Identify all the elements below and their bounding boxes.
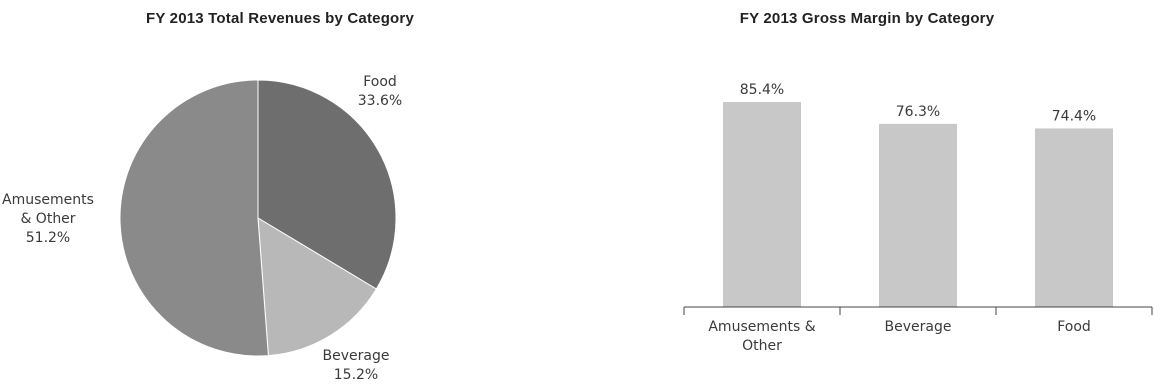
bar-chart-title: FY 2013 Gross Margin by Category xyxy=(739,10,995,27)
bar-value-label: 74.4% xyxy=(1052,108,1096,124)
pie-label-beverage: Beverage 15.2% xyxy=(323,348,390,383)
bar-food xyxy=(1035,128,1113,307)
pie-slice-food xyxy=(257,79,397,290)
revenue-pie-chart: Food 33.6% Beverage 15.2% Amusements & Other 5… xyxy=(2,74,402,383)
revenue-pie-panel: FY 2013 Total Revenues by Category Food 3… xyxy=(0,0,560,386)
x-tick-label: Beverage xyxy=(885,319,952,335)
pie-label-amusements-other: Amusements & Other 51.2% xyxy=(2,192,94,246)
pie-label-food: Food 33.6% xyxy=(358,74,402,109)
pie-chart-title: FY 2013 Total Revenues by Category xyxy=(145,10,414,27)
bar-value-label: 85.4% xyxy=(740,82,784,98)
bar-amusements-other xyxy=(723,102,801,307)
pie-slice-beverage xyxy=(257,217,378,357)
x-tick-label: Amusements & Other xyxy=(708,319,815,354)
bar-beverage xyxy=(879,123,957,307)
bar-value-label: 76.3% xyxy=(896,104,940,120)
pie-slice-amusements-other xyxy=(119,79,269,357)
gross-margin-bar-panel: FY 2013 Gross Margin by Category 85.4% Am… xyxy=(580,0,1154,386)
gross-margin-bar-chart: 85.4% Amusements & Other 76.3% Beverage 74.4%… xyxy=(683,82,1153,354)
x-tick-label: Food xyxy=(1057,319,1091,335)
